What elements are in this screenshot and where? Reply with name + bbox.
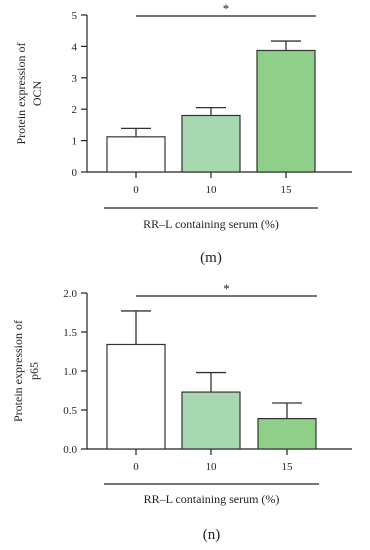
y-tick-label: 4 (72, 41, 78, 53)
y-tick-label: 0.5 (63, 405, 77, 417)
bar-0 (106, 136, 166, 173)
y-axis-label: p65 (27, 362, 41, 380)
x-tick-label: 0 (133, 461, 139, 473)
x-tick-label: 10 (206, 461, 218, 473)
x-axis-label: RR–L containing serum (%) (144, 492, 280, 506)
bar-15 (256, 49, 316, 173)
bar-0 (106, 343, 166, 450)
y-tick-label: 3 (72, 73, 78, 85)
x-tick-label: 15 (281, 184, 293, 196)
x-axis-label: RR–L containing serum (%) (143, 217, 279, 231)
panel-label: (n) (203, 527, 221, 543)
significance-star: * (223, 1, 230, 16)
chart-panel-n: 0.0 0.5 1.0 1.5 2.0 Protein expression of p65 0… (11, 281, 352, 543)
chart-panel-m: 0 1 2 3 4 5 Protein expression of OCN 0 10 15 RR–L … (14, 1, 352, 266)
y-axis-label: OCN (30, 81, 44, 107)
bar-10 (181, 391, 241, 450)
y-tick-label: 2 (72, 104, 78, 116)
y-tick-label: 2.0 (63, 288, 77, 300)
significance-star: * (223, 281, 230, 296)
y-tick-label: 0.0 (63, 444, 77, 456)
x-tick-label: 0 (133, 184, 139, 196)
bar-15 (257, 417, 317, 450)
y-tick-label: 0 (72, 167, 78, 179)
y-tick-label: 1.5 (63, 327, 77, 339)
y-tick-label: 1 (72, 136, 78, 148)
bar-10 (181, 114, 241, 173)
x-tick-label: 10 (206, 184, 218, 196)
y-tick-label: 5 (72, 10, 78, 22)
x-tick-label: 15 (282, 461, 294, 473)
y-axis-label: Protein expression of (11, 320, 25, 422)
panel-label: (m) (200, 250, 222, 266)
y-tick-label: 1.0 (63, 366, 77, 378)
y-axis-label: Protein expression of (14, 43, 28, 145)
